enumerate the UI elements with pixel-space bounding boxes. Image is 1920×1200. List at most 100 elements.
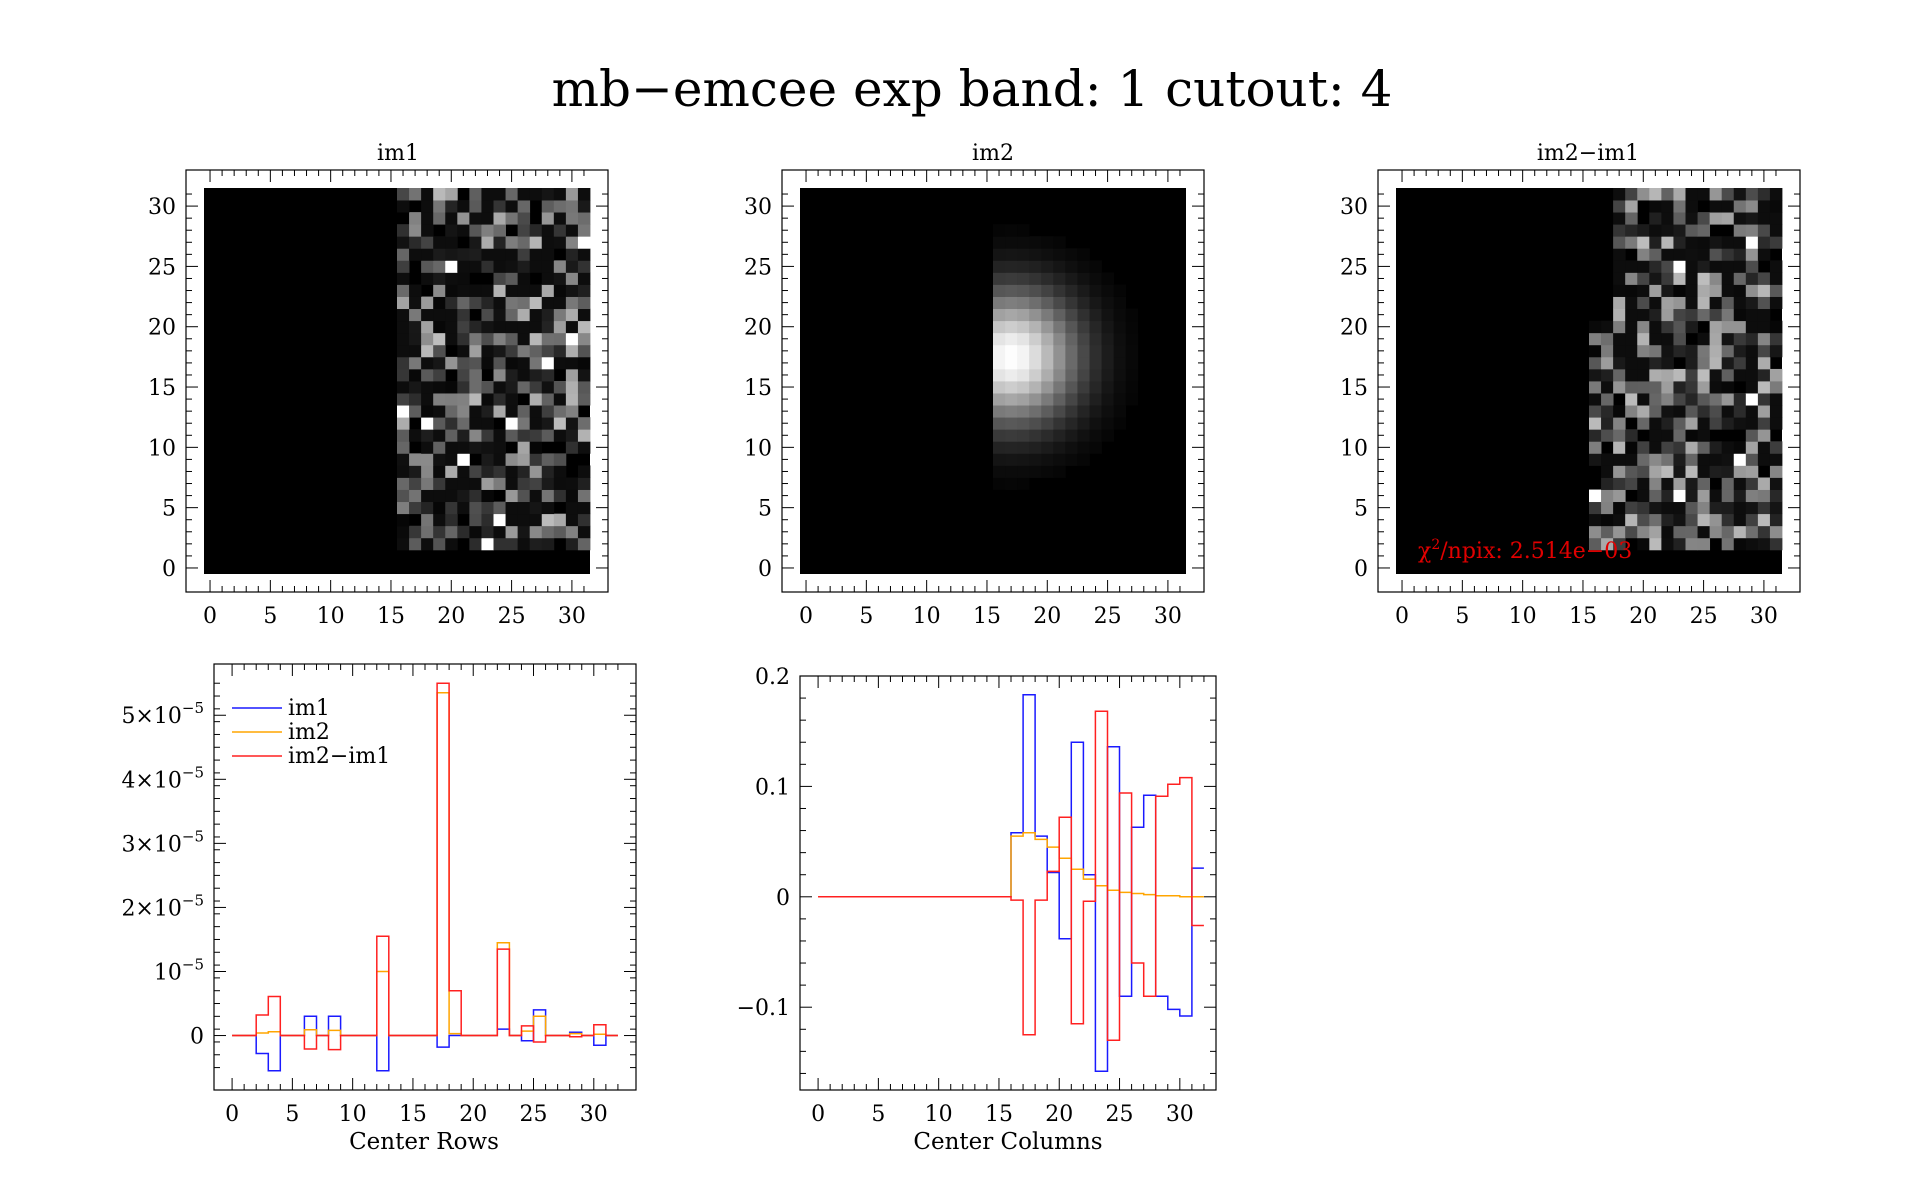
image-pixel	[1673, 320, 1686, 334]
image-pixel	[1017, 284, 1030, 297]
panel-title-residual: im2−im1	[1537, 141, 1639, 166]
profile-ytick-label: 0	[190, 1025, 204, 1050]
image-pixel	[529, 296, 543, 310]
image-pixel	[1673, 368, 1686, 382]
profile-axis-xtick-label: 25	[520, 1102, 548, 1127]
image-pixel	[1673, 248, 1686, 261]
profile-ytick-label: 5×10−5	[121, 699, 204, 729]
image-pixel	[445, 212, 458, 225]
image-pixel	[1041, 236, 1054, 249]
image-pixel	[1733, 344, 1747, 358]
image-pixel	[433, 513, 446, 527]
image-pixel	[1649, 453, 1662, 466]
image-pixel	[1125, 344, 1139, 358]
profile-axis-xtick-label: 30	[1166, 1102, 1194, 1127]
image-pixel	[445, 477, 458, 490]
image-pixel	[577, 188, 591, 201]
image-pixel	[517, 356, 531, 370]
image-pixel	[993, 393, 1006, 406]
image-pixel	[481, 417, 494, 430]
image-pixel	[457, 260, 470, 273]
image-pixel	[1017, 332, 1030, 346]
image-pixel	[517, 465, 531, 478]
image-pixel	[1745, 368, 1759, 382]
image-pixel	[1649, 381, 1662, 394]
image-pixel	[1673, 272, 1686, 285]
image-pixel	[1709, 272, 1723, 285]
image-pixel	[1733, 332, 1747, 346]
image-pixel	[1649, 236, 1662, 249]
image-pixel	[505, 296, 519, 310]
image-pixel	[493, 332, 506, 346]
image-pixel	[409, 224, 422, 237]
image-pixel	[1637, 525, 1650, 539]
image-pixel	[1613, 296, 1626, 310]
profile-panel-columns: Center Columns 0 5 10 15 20 25 30 −0.1 0 0.1 0.2	[737, 665, 1217, 1155]
image-pixel	[1077, 453, 1090, 466]
image-pixel	[1077, 441, 1090, 454]
image-pixel	[541, 332, 555, 346]
image-pixel	[421, 525, 434, 539]
image-pixel	[1053, 236, 1066, 249]
image-pixel	[505, 272, 519, 285]
image-pixel	[481, 236, 494, 249]
image-pixel	[529, 417, 543, 430]
image-pixel	[1625, 393, 1638, 406]
image-pixel	[409, 344, 422, 358]
image-pixel	[1113, 308, 1127, 322]
image-pixel	[1589, 453, 1602, 466]
image-pixel	[421, 236, 434, 249]
image-pixel	[1733, 236, 1747, 249]
image-pixel	[565, 417, 579, 430]
image-pixel	[1661, 308, 1674, 322]
image-pixel	[517, 332, 531, 346]
image-pixel	[1005, 236, 1018, 249]
image-pixel	[1065, 429, 1078, 442]
image-pixel	[1601, 417, 1614, 430]
image-pixel	[1637, 224, 1650, 237]
image-pixel	[505, 320, 519, 334]
image-pixel	[1029, 248, 1042, 261]
image-pixel	[481, 393, 494, 406]
image-pixel	[1649, 356, 1662, 370]
image-pixel	[457, 393, 470, 406]
image-pixel	[1637, 368, 1650, 382]
image-pixel	[1673, 224, 1686, 237]
image-pixel	[517, 405, 531, 418]
image-pixel	[433, 501, 446, 515]
image-pixel	[457, 501, 470, 515]
image-pixel	[481, 344, 494, 358]
image-axis-frame	[185, 169, 609, 593]
image-pixel	[553, 212, 567, 225]
image-pixel	[1757, 344, 1771, 358]
image-pixel	[1733, 320, 1747, 334]
image-pixel	[493, 272, 506, 285]
image-pixel	[1589, 332, 1602, 346]
image-pixel	[1649, 212, 1662, 225]
image-pixel	[1613, 212, 1626, 225]
image-pixel	[421, 356, 434, 370]
image-pixel	[1709, 405, 1723, 418]
image-pixel	[1113, 405, 1127, 418]
image-pixel	[1637, 501, 1650, 515]
image-pixel	[457, 477, 470, 490]
image-pixel	[433, 284, 446, 297]
image-pixel	[505, 537, 519, 551]
image-pixel	[457, 308, 470, 322]
image-pixel	[1005, 429, 1018, 442]
image-pixel	[1661, 441, 1674, 454]
image-pixel	[1029, 332, 1042, 346]
image-pixel	[1661, 513, 1674, 527]
image-pixel	[1601, 525, 1614, 539]
image-pixel	[1757, 236, 1771, 249]
image-pixel	[409, 465, 422, 478]
image-pixel	[529, 320, 543, 334]
image-pixel	[529, 248, 543, 261]
image-pixel	[1661, 212, 1674, 225]
image-pixel	[457, 465, 470, 478]
image-pixel	[481, 308, 494, 322]
image-panel-im1: im1 0 5 10 15 20 25 30 0 5 10 15 20 25 30	[148, 141, 609, 629]
image-pixel	[1661, 368, 1674, 382]
image-pixel	[493, 381, 506, 394]
image-pixel	[1625, 296, 1638, 310]
